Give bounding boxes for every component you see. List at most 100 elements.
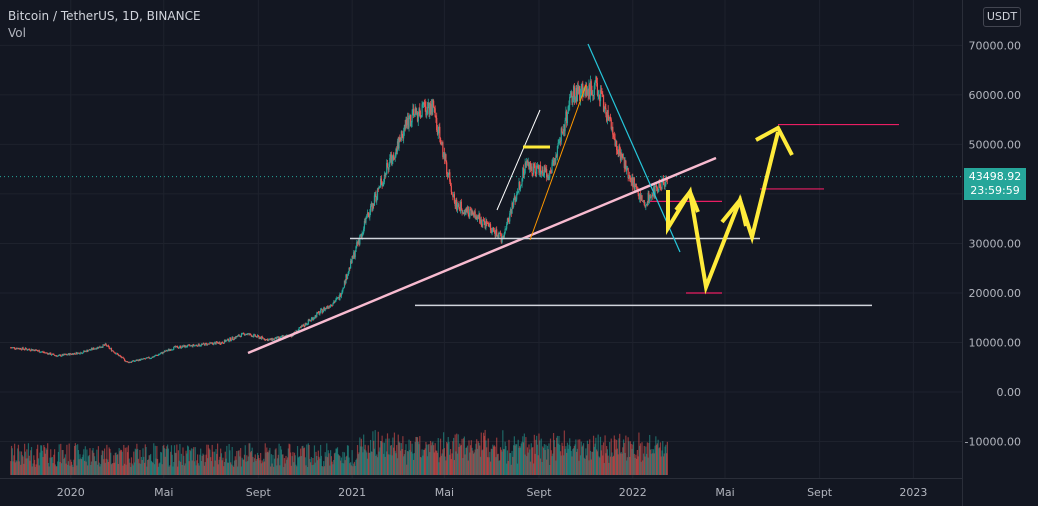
- candle-body: [504, 228, 506, 234]
- candle-body: [614, 138, 616, 146]
- volume-bar: [201, 455, 203, 475]
- candle-body: [618, 146, 620, 155]
- candle-body: [87, 350, 89, 352]
- volume-bar: [157, 466, 159, 475]
- candle-body: [526, 160, 529, 163]
- candle-body: [399, 137, 401, 140]
- volume-bar: [216, 443, 219, 475]
- volume-bar: [569, 446, 572, 475]
- candle-body: [501, 238, 503, 243]
- candle-body: [266, 339, 268, 341]
- volume-bar: [268, 450, 270, 475]
- volume-bar: [189, 449, 191, 475]
- candle-body: [108, 346, 110, 349]
- volume-bar: [112, 463, 114, 475]
- volume-bar: [179, 444, 181, 475]
- volume-bar: [385, 438, 387, 475]
- volume-bar: [328, 453, 330, 475]
- candle-body: [349, 267, 351, 269]
- candle-body: [312, 317, 314, 321]
- volume-bar: [632, 444, 634, 475]
- candle-body: [543, 165, 545, 176]
- candle-body: [398, 137, 400, 149]
- candle-body: [63, 353, 65, 356]
- candle-body: [212, 343, 214, 345]
- volume-bar: [64, 454, 66, 475]
- candle-body: [156, 354, 158, 356]
- candles-group: [10, 75, 668, 364]
- volume-bar: [330, 450, 332, 475]
- candle-body: [579, 86, 581, 101]
- candle-body: [572, 97, 574, 103]
- volume-bar: [57, 451, 60, 475]
- candle-body: [400, 131, 402, 141]
- volume-bar: [15, 460, 17, 475]
- candle-body: [299, 327, 301, 329]
- volume-bar: [285, 455, 287, 475]
- volume-bar: [223, 461, 226, 475]
- volume-bar: [631, 448, 633, 475]
- volume-bar: [502, 430, 504, 475]
- volume-bar: [563, 430, 565, 475]
- volume-bar: [545, 444, 547, 475]
- candle-body: [31, 349, 33, 351]
- volume-bar: [62, 449, 64, 475]
- volume-bar: [530, 443, 532, 475]
- candle-body: [539, 165, 541, 173]
- candle-body: [95, 348, 97, 350]
- volume-bar: [439, 438, 442, 475]
- candle-body: [410, 122, 412, 127]
- candle-body: [326, 306, 328, 309]
- volume-bar: [178, 460, 180, 475]
- candle-body: [402, 134, 404, 139]
- candle-body: [431, 104, 433, 113]
- candle-body: [161, 352, 163, 354]
- volume-bar: [337, 454, 339, 475]
- volume-bar: [508, 439, 510, 475]
- volume-bar: [46, 449, 48, 475]
- volume-bar: [180, 461, 182, 475]
- candle-body: [335, 298, 337, 301]
- volume-bar: [365, 450, 367, 475]
- candle-body: [317, 312, 319, 314]
- candle-body: [283, 335, 285, 337]
- volume-bar: [256, 459, 258, 475]
- candle-body: [164, 350, 166, 352]
- volume-bar: [511, 450, 513, 475]
- currency-button[interactable]: USDT: [983, 7, 1021, 27]
- volume-bar: [585, 448, 587, 475]
- candle-body: [159, 353, 161, 355]
- candle-body: [433, 100, 435, 108]
- candle-body: [139, 359, 141, 361]
- volume-bar: [219, 456, 221, 475]
- volume-bar: [18, 461, 20, 475]
- volume-bar: [327, 450, 329, 475]
- volume-bar: [83, 460, 86, 475]
- volume-bar: [67, 464, 69, 475]
- volume-bar: [295, 464, 297, 475]
- volume-bar: [53, 454, 55, 475]
- volume-bar: [308, 445, 310, 475]
- volume-bar: [232, 465, 234, 475]
- candle-body: [386, 162, 388, 174]
- candle-body: [208, 343, 210, 345]
- volume-bar: [114, 452, 116, 475]
- candle-body: [406, 117, 409, 125]
- volume-bar: [346, 455, 348, 475]
- candle-body: [237, 335, 239, 337]
- candle-body: [187, 344, 189, 346]
- ascending-trendline: [247, 156, 717, 355]
- candle-body: [57, 355, 60, 357]
- volume-bar: [336, 447, 339, 475]
- volume-bar: [430, 445, 432, 475]
- volume-bar: [283, 466, 285, 475]
- volume-bar: [486, 457, 489, 475]
- volume-bar: [253, 462, 255, 475]
- candle-body: [15, 348, 17, 350]
- volume-bar: [120, 450, 123, 475]
- candle-body: [228, 340, 230, 342]
- candle-body: [517, 191, 519, 193]
- candle-body: [259, 337, 261, 339]
